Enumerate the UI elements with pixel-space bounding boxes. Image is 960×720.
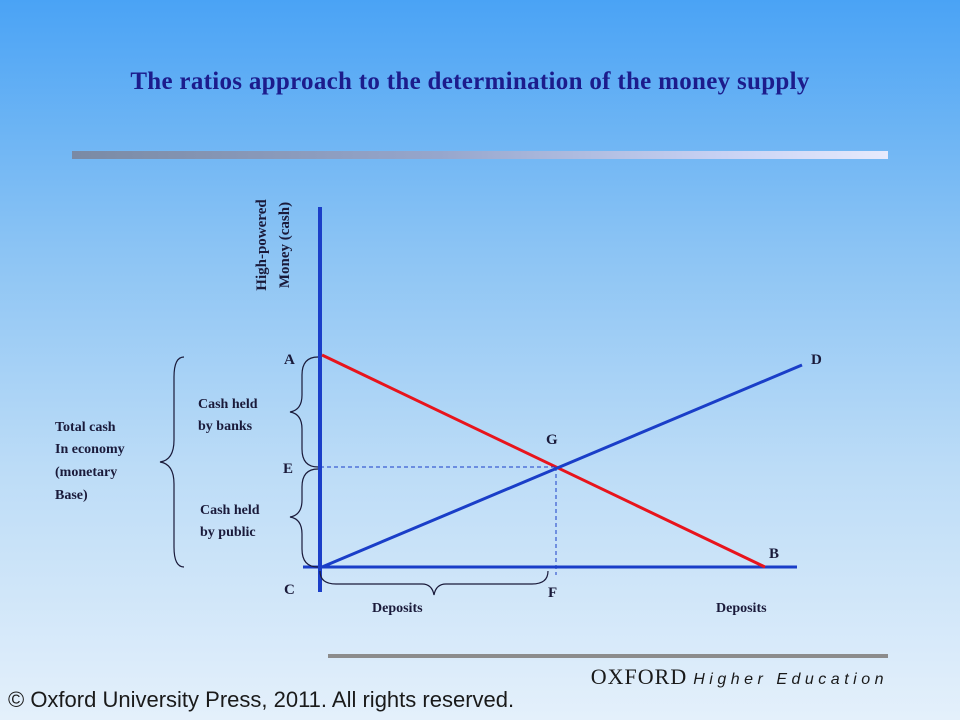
copyright-notice: © Oxford University Press, 2011. All rig… <box>8 687 515 712</box>
point-label-e: E <box>283 461 293 477</box>
brace-cash-held-by-banks <box>289 356 319 468</box>
y-axis-label-line2: Money (cash) <box>277 202 293 288</box>
cash-held-by-banks-line1: Cash held <box>198 397 258 412</box>
cash-held-by-banks-line2: by banks <box>198 419 253 434</box>
total-cash-line2: In economy <box>55 442 125 457</box>
brace-total-cash <box>159 356 185 568</box>
oxford-logo: OXFORD Higher Education <box>591 664 888 690</box>
point-label-f: F <box>548 585 557 601</box>
brand-sub: Higher Education <box>693 671 888 688</box>
total-cash-line4: Base) <box>55 488 88 503</box>
point-label-a: A <box>284 352 295 368</box>
total-cash-line1: Total cash <box>55 420 116 435</box>
brace-cash-held-by-public <box>289 468 319 568</box>
cash-held-by-public-line1: Cash held <box>200 503 260 518</box>
cash-held-by-public-line2: by public <box>200 525 256 540</box>
brand-main: OXFORD <box>590 664 688 689</box>
line-ab <box>321 353 766 569</box>
slide-title: The ratios approach to the determination… <box>130 68 810 95</box>
point-label-b: B <box>769 546 779 562</box>
y-axis-label-line1: High-powered <box>254 199 270 291</box>
deposits-label-axis: Deposits <box>716 601 767 616</box>
brace-deposits <box>319 570 549 596</box>
total-cash-line3: (monetary <box>55 465 117 480</box>
footer-rule <box>328 654 888 658</box>
line-cd <box>321 363 803 569</box>
point-label-g: G <box>546 432 558 448</box>
point-label-d: D <box>811 352 822 368</box>
deposits-label-cf: Deposits <box>372 601 423 616</box>
title-underline <box>72 151 888 159</box>
point-label-c: C <box>284 582 295 598</box>
